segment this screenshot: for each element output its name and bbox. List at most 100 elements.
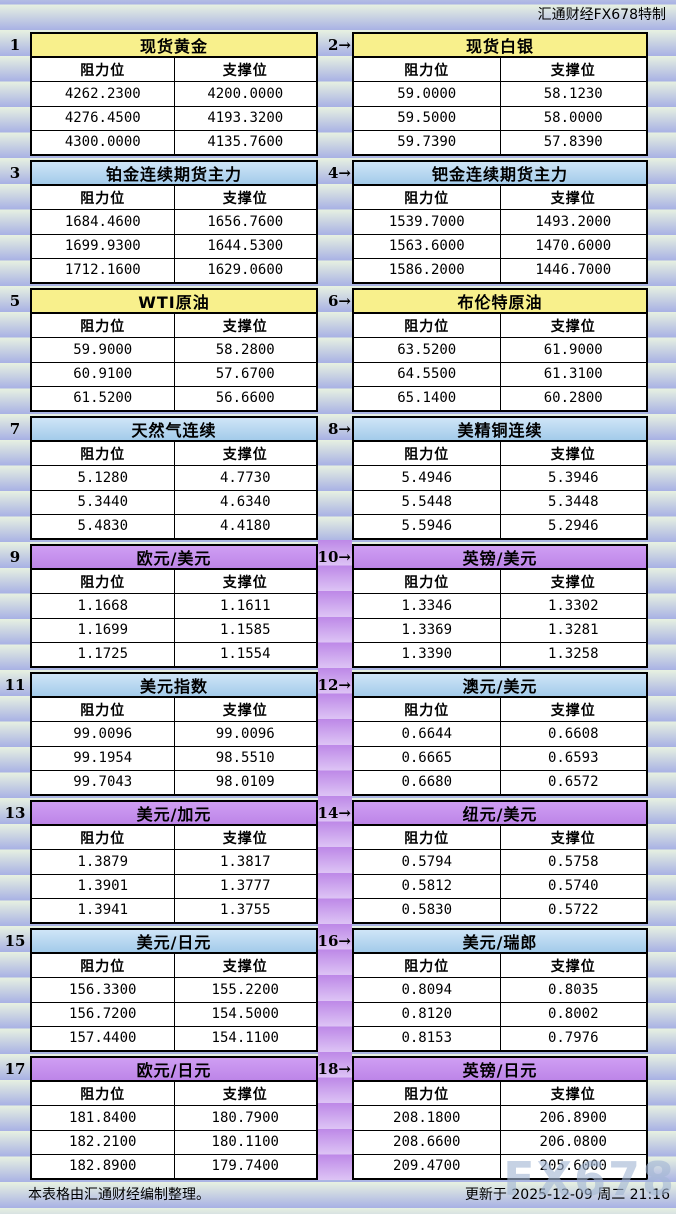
support-header: 支撑位 xyxy=(173,570,317,594)
resistance-value: 156.7200 xyxy=(69,1006,137,1023)
resistance-value: 59.9000 xyxy=(73,341,133,358)
data-row: 5.5946 5.2946 xyxy=(354,514,646,538)
resistance-value: 4262.2300 xyxy=(64,85,141,102)
data-row: 181.8400 180.7900 xyxy=(32,1106,316,1131)
data-row: 208.6600 206.0800 xyxy=(354,1130,646,1155)
instrument-panel: 美元/瑞郎 阻力位 支撑位 0.8094 0.8035 0.8120 0.8002 0.815… xyxy=(352,928,648,1052)
resistance-header: 阻力位 xyxy=(404,702,450,719)
data-row: 182.2100 180.1100 xyxy=(32,1130,316,1155)
resistance-value: 61.5200 xyxy=(73,390,133,407)
instrument-panel: 铂金连续期货主力 阻力位 支撑位 1684.4600 1656.7600 1699.930… xyxy=(30,160,318,284)
support-value: 4200.0000 xyxy=(173,82,317,106)
center-index-gutter: 8→ xyxy=(318,412,352,540)
header-row: 阻力位 支撑位 xyxy=(354,58,646,83)
resistance-value: 99.1954 xyxy=(73,750,133,767)
resistance-header: 阻力位 xyxy=(404,190,450,207)
support-value: 0.7976 xyxy=(499,1026,647,1050)
panel-title: 纽元/美元 xyxy=(354,802,646,826)
instrument-panel: 布伦特原油 阻力位 支撑位 63.5200 61.9000 64.5500 61.3100 6… xyxy=(352,288,648,412)
support-value: 0.6593 xyxy=(499,746,647,770)
panel-index-label: 5 xyxy=(9,291,21,310)
support-header: 支撑位 xyxy=(499,826,647,850)
data-row: 5.4830 4.4180 xyxy=(32,514,316,538)
instrument-panel: 纽元/美元 阻力位 支撑位 0.5794 0.5758 0.5812 0.5740 0.583… xyxy=(352,800,648,924)
support-value: 179.7400 xyxy=(173,1154,317,1178)
header-row: 阻力位 支撑位 xyxy=(32,58,316,83)
panel-title: 现货黄金 xyxy=(32,34,316,58)
footer-bar: 本表格由汇通财经编制整理。 更新于 2025-12-09 周二 21:16 xyxy=(0,1180,676,1214)
header-row: 阻力位 支撑位 xyxy=(32,314,316,339)
panel-index-label: 11 xyxy=(4,675,26,694)
resistance-value: 5.4830 xyxy=(77,518,129,535)
right-margin xyxy=(648,796,676,924)
support-header: 支撑位 xyxy=(499,570,647,594)
header-row: 阻力位 支撑位 xyxy=(354,1082,646,1107)
header-row: 阻力位 支撑位 xyxy=(354,186,646,211)
panel-index-label: 10→ xyxy=(317,547,351,566)
data-row: 1.1699 1.1585 xyxy=(32,618,316,643)
resistance-header: 阻力位 xyxy=(404,318,450,335)
data-row: 0.8094 0.8035 xyxy=(354,978,647,1003)
panel-title: WTI原油 xyxy=(32,290,316,314)
header-row: 阻力位 支撑位 xyxy=(354,442,646,467)
left-index-gutter: 13 xyxy=(0,796,30,924)
resistance-header: 阻力位 xyxy=(80,62,126,79)
header-row: 阻力位 支撑位 xyxy=(354,826,647,851)
panel-title: 美元指数 xyxy=(32,674,316,698)
support-value: 5.3946 xyxy=(499,466,647,490)
instrument-panel: 美元/日元 阻力位 支撑位 156.3300 155.2200 156.7200 154.5… xyxy=(30,928,318,1052)
support-value: 99.0096 xyxy=(173,722,317,746)
data-row: 1563.6000 1470.6000 xyxy=(354,234,647,259)
support-value: 4.6340 xyxy=(173,490,317,514)
resistance-value: 1.1725 xyxy=(77,646,129,663)
resistance-header: 阻力位 xyxy=(80,1086,126,1103)
data-row: 1.3941 1.3755 xyxy=(32,898,316,922)
right-margin xyxy=(648,412,676,540)
resistance-value: 4276.4500 xyxy=(64,110,141,127)
support-header: 支撑位 xyxy=(173,186,317,210)
panel-index-label: 3 xyxy=(9,163,21,182)
data-row: 5.5448 5.3448 xyxy=(354,490,646,515)
support-value: 1656.7600 xyxy=(173,210,317,234)
resistance-value: 5.4946 xyxy=(401,469,453,486)
instrument-panel: 现货黄金 阻力位 支撑位 4262.2300 4200.0000 4276.4500 419… xyxy=(30,32,318,156)
data-row: 0.6644 0.6608 xyxy=(354,722,646,747)
data-row: 1.3346 1.3302 xyxy=(354,594,646,619)
resistance-value: 1563.6000 xyxy=(388,238,465,255)
panel-index-label: 12→ xyxy=(317,675,351,694)
support-header: 支撑位 xyxy=(499,314,647,338)
footer-source-note: 本表格由汇通财经编制整理。 xyxy=(28,1187,210,1203)
data-row: 4276.4500 4193.3200 xyxy=(32,106,316,131)
header-row: 阻力位 支撑位 xyxy=(32,954,317,979)
panel-title: 天然气连续 xyxy=(32,418,316,442)
support-value: 61.3100 xyxy=(499,362,647,386)
resistance-value: 1.1699 xyxy=(77,622,129,639)
support-header: 支撑位 xyxy=(173,954,317,978)
right-margin xyxy=(648,924,676,1052)
resistance-value: 1.3369 xyxy=(401,622,453,639)
support-value: 1.3777 xyxy=(173,874,317,898)
resistance-value: 1.3941 xyxy=(77,902,129,919)
support-value: 60.2800 xyxy=(499,386,647,410)
support-value: 61.9000 xyxy=(499,338,647,362)
resistance-value: 0.5812 xyxy=(401,878,453,895)
header-row: 阻力位 支撑位 xyxy=(32,698,316,723)
panel-pair-row: 11 美元指数 阻力位 支撑位 99.0096 99.0096 99.1954 98.5510… xyxy=(0,668,676,796)
support-header: 支撑位 xyxy=(173,1082,317,1106)
panel-index-label: 6→ xyxy=(327,291,351,310)
right-margin xyxy=(648,540,676,668)
instrument-panel: 美元指数 阻力位 支撑位 99.0096 99.0096 99.1954 98.5510 99… xyxy=(30,672,318,796)
support-value: 57.8390 xyxy=(499,130,647,154)
panel-index-label: 1 xyxy=(9,35,21,54)
data-row: 61.5200 56.6600 xyxy=(32,386,316,410)
header-row: 阻力位 支撑位 xyxy=(354,954,646,979)
support-value: 0.8035 xyxy=(499,978,647,1002)
right-margin xyxy=(648,1052,676,1180)
data-row: 0.5830 0.5722 xyxy=(354,898,646,922)
resistance-value: 1699.9300 xyxy=(64,238,141,255)
panels-area: 1 现货黄金 阻力位 支撑位 4262.2300 4200.0000 4276.4500 41… xyxy=(0,28,676,1180)
support-value: 1470.6000 xyxy=(499,234,647,258)
data-row: 5.4946 5.3946 xyxy=(354,466,647,491)
panel-index-label: 15 xyxy=(4,931,26,950)
data-row: 1.3901 1.3777 xyxy=(32,874,317,899)
